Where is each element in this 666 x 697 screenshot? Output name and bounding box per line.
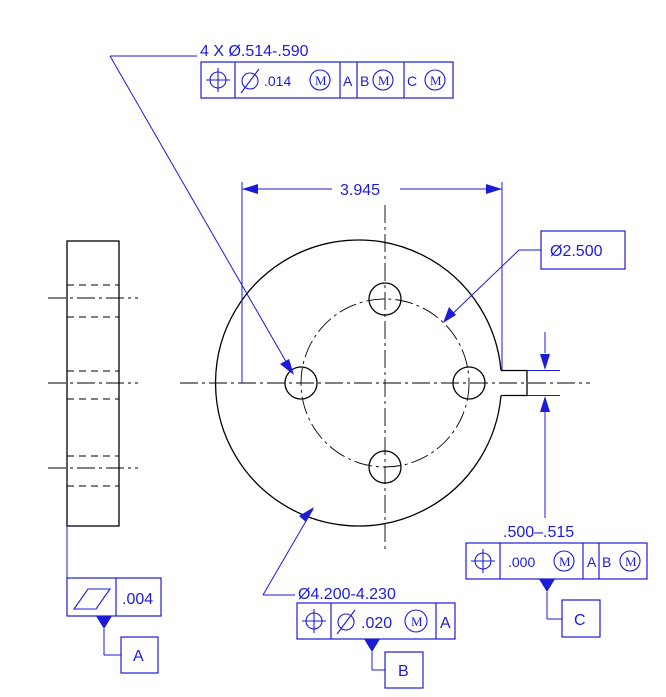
diameter-icon bbox=[336, 609, 356, 635]
mmc-circle bbox=[404, 609, 428, 633]
flatness-control-frame: .004 A bbox=[66, 526, 162, 674]
datum-a-ref: A bbox=[343, 73, 353, 89]
datum-b-mmc-circle bbox=[619, 550, 641, 572]
mmc-circle bbox=[553, 550, 575, 572]
position-icon bbox=[206, 68, 230, 92]
mmc-circle bbox=[309, 69, 331, 91]
datum-triangle bbox=[96, 616, 112, 629]
datum-b-box bbox=[384, 651, 424, 689]
diameter-icon bbox=[240, 68, 260, 94]
datum-b-mmc-letter: M bbox=[625, 554, 637, 569]
arrowhead bbox=[486, 184, 502, 194]
mmc-letter: M bbox=[315, 73, 327, 88]
slot-callout: .500–.515 .000 M A B M C bbox=[465, 332, 648, 638]
arrowhead bbox=[540, 354, 550, 370]
diameter-icon-circle bbox=[241, 72, 259, 90]
datum-b-ref: B bbox=[602, 554, 611, 570]
arrowhead bbox=[242, 184, 258, 194]
flatness-icon bbox=[72, 588, 112, 610]
diameter-icon-slash bbox=[240, 68, 260, 94]
mmc-letter: M bbox=[559, 554, 571, 569]
hole-tolerance: .014 bbox=[264, 73, 291, 89]
arrowhead bbox=[299, 507, 314, 522]
outer-diameter-value: Ø4.200-4.230 bbox=[298, 586, 396, 603]
mmc-letter: M bbox=[411, 614, 423, 629]
hole-callout-text: 4 X Ø.514-.590 bbox=[200, 43, 309, 60]
bolt-circle-value: Ø2.500 bbox=[550, 243, 603, 260]
arrowhead bbox=[280, 359, 294, 375]
datum-b-label: B bbox=[398, 663, 409, 680]
slot-position-frame bbox=[465, 542, 648, 580]
slot-width-value: .500–.515 bbox=[503, 524, 574, 541]
datum-c-label: C bbox=[574, 612, 586, 629]
diameter-icon-slash bbox=[336, 609, 356, 635]
outer-diameter-callout: Ø4.200-4.230 .020 M A B bbox=[262, 507, 456, 689]
datum-a-label: A bbox=[133, 648, 144, 665]
bolt-circle-dimension: Ø2.500 bbox=[443, 230, 626, 323]
datum-c-mmc-letter: M bbox=[430, 73, 442, 88]
leader-line bbox=[445, 249, 520, 321]
position-icon bbox=[302, 609, 326, 633]
datum-c-ref: C bbox=[407, 73, 417, 89]
front-view bbox=[180, 205, 590, 552]
datum-a-ref: A bbox=[440, 615, 451, 632]
side-view-outline bbox=[66, 240, 120, 527]
slot-tolerance: .000 bbox=[508, 554, 535, 570]
spacing-dimension: 3.945 bbox=[241, 182, 503, 383]
flatness-tolerance: .004 bbox=[122, 591, 153, 608]
leader-line bbox=[262, 508, 314, 596]
diameter-icon-circle bbox=[337, 613, 355, 631]
position-icon bbox=[471, 549, 495, 573]
side-view bbox=[48, 240, 138, 527]
hole-callout: 4 X Ø.514-.590 .014 M A B M C M bbox=[109, 43, 454, 375]
hole-position-frame bbox=[200, 61, 454, 99]
datum-b-mmc-letter: M bbox=[378, 73, 390, 88]
datum-c-mmc-circle bbox=[424, 69, 446, 91]
datum-b-mmc-circle bbox=[372, 69, 394, 91]
leader-line bbox=[109, 55, 293, 373]
datum-a-ref: A bbox=[587, 554, 597, 570]
arrowhead bbox=[443, 307, 456, 323]
arrowhead bbox=[540, 396, 550, 412]
datum-triangle bbox=[539, 579, 555, 592]
spacing-value: 3.945 bbox=[340, 182, 380, 199]
datum-triangle bbox=[364, 639, 380, 652]
datum-a-box bbox=[120, 636, 159, 674]
datum-b-ref: B bbox=[360, 73, 369, 89]
outer-tolerance: .020 bbox=[361, 615, 392, 632]
slot bbox=[501, 369, 528, 397]
datum-c-box bbox=[561, 599, 601, 638]
